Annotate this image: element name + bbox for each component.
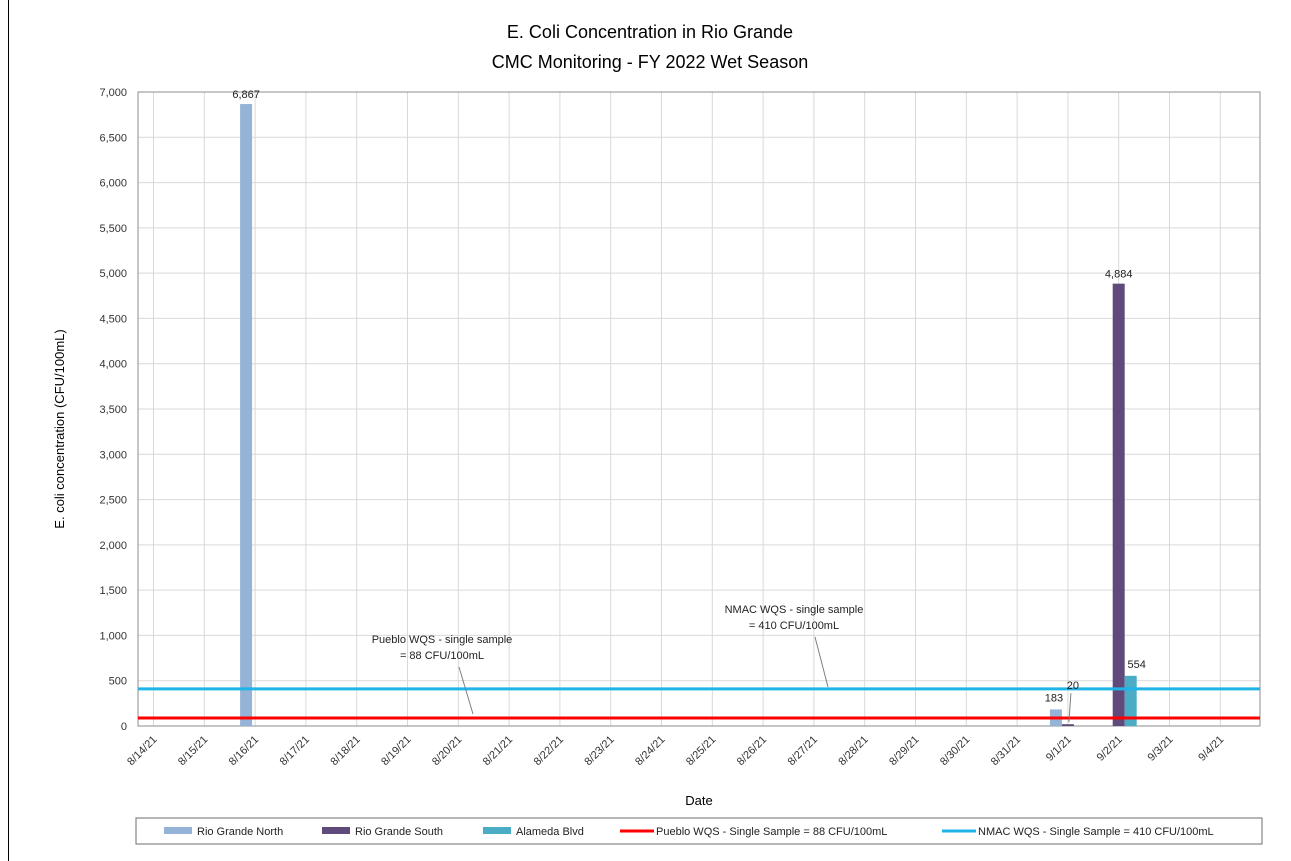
x-tick-label: 8/27/21 <box>786 734 820 768</box>
x-tick-label: 8/26/21 <box>735 734 769 768</box>
x-tick-label: 9/4/21 <box>1196 734 1226 764</box>
legend-label: Rio Grande North <box>197 826 283 838</box>
y-tick-label: 5,000 <box>99 268 127 280</box>
bar-rio-grande-north <box>240 104 253 726</box>
y-tick-label: 4,500 <box>99 313 127 325</box>
reference-annotation: NMAC WQS - single sample <box>725 604 864 616</box>
y-tick-label: 2,000 <box>99 540 127 552</box>
y-tick-label: 2,500 <box>99 495 127 507</box>
x-tick-label: 8/21/21 <box>481 734 515 768</box>
reference-annotation: = 88 CFU/100mL <box>400 650 484 662</box>
x-tick-label: 8/15/21 <box>176 734 210 768</box>
x-tick-label: 9/3/21 <box>1146 734 1176 764</box>
x-tick-label: 8/31/21 <box>989 734 1023 768</box>
legend-label: Rio Grande South <box>355 826 443 838</box>
annotation-leader <box>814 636 829 688</box>
legend-label: Alameda Blvd <box>516 826 584 838</box>
data-label-leader <box>1068 693 1072 723</box>
x-tick-label: 8/22/21 <box>532 734 566 768</box>
bar-data-label: 6,867 <box>232 89 260 101</box>
x-axis-title: Date <box>685 793 712 808</box>
x-tick-label: 8/28/21 <box>836 734 870 768</box>
bar-rio-grande-south <box>1061 724 1074 726</box>
bar-rio-grande-south <box>1112 283 1125 726</box>
bar-data-label: 183 <box>1045 692 1063 704</box>
x-tick-label: 9/1/21 <box>1044 734 1074 764</box>
y-tick-label: 3,000 <box>99 449 127 461</box>
plot-area-border <box>137 91 1261 727</box>
legend: Rio Grande North Rio Grande South Alameda … <box>164 826 1214 838</box>
y-tick-label: 4,000 <box>99 359 127 371</box>
y-tick-label: 6,000 <box>99 178 127 190</box>
x-tick-label: 8/23/21 <box>582 734 616 768</box>
reference-annotations: Pueblo WQS - single sample = 88 CFU/100mL… <box>372 604 864 715</box>
x-tick-label: 8/25/21 <box>684 734 718 768</box>
y-tick-label: 6,500 <box>99 132 127 144</box>
bar-data-label: 4,884 <box>1105 269 1133 281</box>
y-tick-label: 0 <box>121 721 127 733</box>
reference-lines <box>138 687 1260 720</box>
annotation-leader <box>458 666 474 715</box>
legend-label: NMAC WQS - Single Sample = 410 CFU/100mL <box>978 826 1214 838</box>
legend-swatch <box>483 827 511 834</box>
x-tick-label: 8/17/21 <box>278 734 312 768</box>
x-tick-label: 8/16/21 <box>227 734 261 768</box>
x-tick-label: 8/24/21 <box>633 734 667 768</box>
legend-swatch <box>164 827 192 834</box>
x-tick-label: 8/20/21 <box>430 734 464 768</box>
bar-data-label: 20 <box>1067 680 1079 692</box>
y-tick-label: 1,000 <box>99 630 127 642</box>
y-tick-label: 5,500 <box>99 223 127 235</box>
reference-annotation: = 410 CFU/100mL <box>749 620 839 632</box>
legend-swatch <box>322 827 350 834</box>
x-tick-label: 8/18/21 <box>328 734 362 768</box>
y-tick-label: 1,500 <box>99 585 127 597</box>
bars <box>240 104 1137 726</box>
chart-subtitle: CMC Monitoring - FY 2022 Wet Season <box>492 52 808 72</box>
x-tick-label: 8/14/21 <box>125 734 159 768</box>
chart-title: E. Coli Concentration in Rio Grande <box>507 22 793 42</box>
legend-label: Pueblo WQS - Single Sample = 88 CFU/100m… <box>656 826 887 838</box>
y-tick-label: 3,500 <box>99 404 127 416</box>
x-tick-label: 8/29/21 <box>887 734 921 768</box>
left-border-line <box>8 0 9 861</box>
x-axis-ticks: 8/14/21 8/15/21 8/16/21 8/17/21 8/18/21 8/19/… <box>125 734 1226 768</box>
x-tick-label: 8/30/21 <box>938 734 972 768</box>
y-axis-ticks: 0 500 1,000 1,500 2,000 2,500 3,000 3,500 4,000 4… <box>99 87 127 733</box>
x-tick-label: 8/19/21 <box>379 734 413 768</box>
y-tick-label: 7,000 <box>99 87 127 99</box>
reference-annotation: Pueblo WQS - single sample <box>372 634 513 646</box>
bar-data-labels: 6,867 183 20 4,884 554 <box>232 89 1146 723</box>
y-axis-title: E. coli concentration (CFU/100mL) <box>52 329 67 528</box>
y-tick-label: 500 <box>109 676 127 688</box>
x-tick-label: 9/2/21 <box>1095 734 1125 764</box>
bar-data-label: 554 <box>1128 659 1146 671</box>
gridlines <box>138 91 1260 727</box>
